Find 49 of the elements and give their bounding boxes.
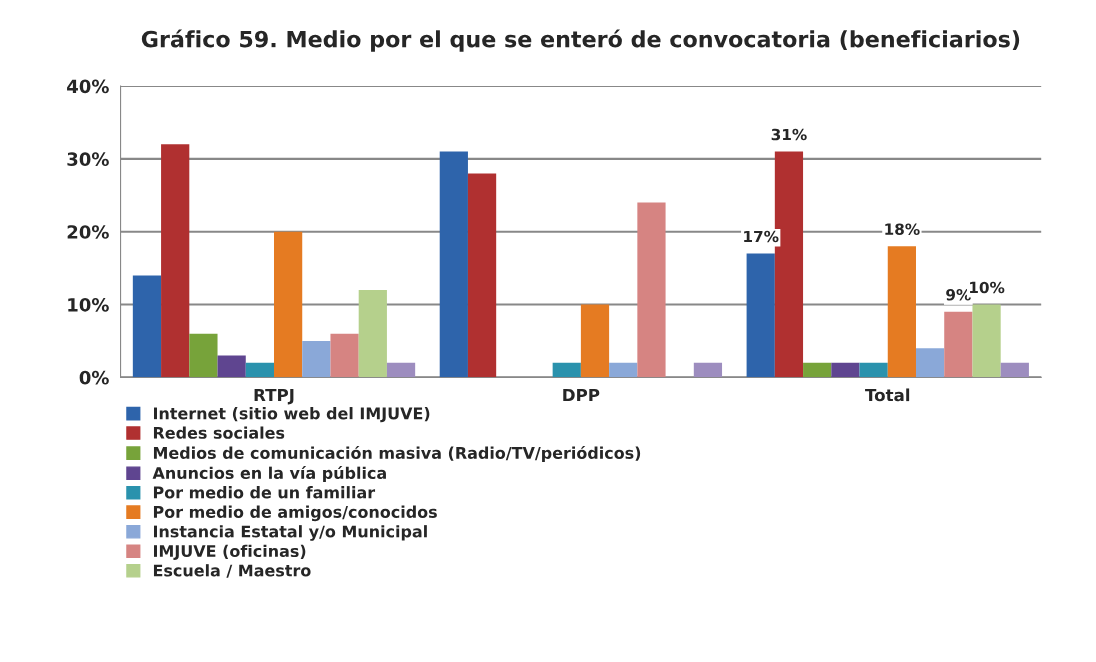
data-label: 9% <box>946 288 971 301</box>
bar <box>580 304 610 378</box>
y-tick-label: 0% <box>79 370 109 385</box>
legend-label: Anuncios en la vía pública <box>152 466 386 483</box>
bar <box>944 311 973 378</box>
bar <box>831 362 860 378</box>
legend-label: Instancia Estatal y/o Municipal <box>153 525 427 541</box>
data-label: 31% <box>771 128 807 141</box>
legend-label: Escuela / Maestro <box>153 564 311 578</box>
x-tick-label: DPP <box>563 388 600 402</box>
y-tick-label: 20% <box>67 225 109 239</box>
y-tick-label: 40% <box>67 79 109 94</box>
bar <box>552 362 581 378</box>
bar <box>609 362 638 378</box>
bar <box>637 202 666 378</box>
bar <box>189 333 218 378</box>
y-tick-label: 10% <box>68 297 109 312</box>
legend-label: IMJUVE (oficinas) <box>153 544 306 561</box>
legend-label: Por medio de amigos/conocidos <box>153 505 437 522</box>
bar <box>887 246 916 378</box>
legend-label: Por medio de un familiar <box>153 486 376 499</box>
bar <box>161 144 190 378</box>
x-tick-label: Total <box>865 388 910 402</box>
legend-label: Redes sociales <box>153 426 285 439</box>
bar <box>693 362 723 378</box>
bar <box>330 333 359 378</box>
bar <box>1000 362 1029 378</box>
legend-label: Medios de comunicación masiva (Radio/TV/periódicos) <box>153 445 641 463</box>
data-label: 17% <box>744 230 779 243</box>
bar <box>915 348 945 378</box>
y-tick-label: 30% <box>67 152 109 166</box>
bar <box>302 340 331 378</box>
bar <box>439 151 468 378</box>
bar <box>972 304 1001 378</box>
bar <box>217 355 246 378</box>
data-label: 18% <box>885 223 920 235</box>
chart-title: Gráfico 59. Medio por el que se enteró de convocatoria (beneficiarios) <box>141 29 1020 52</box>
bar <box>746 253 775 378</box>
bar <box>386 362 416 378</box>
bar <box>859 362 888 378</box>
bar <box>274 231 303 378</box>
legend-label: Internet (sitio web del IMJUVE) <box>153 407 430 423</box>
bar <box>358 289 387 378</box>
bar <box>803 362 832 378</box>
x-tick-label: RTPJ <box>254 388 294 405</box>
bar <box>467 173 497 378</box>
data-label: 10% <box>970 281 1005 294</box>
bar <box>245 362 274 378</box>
bar <box>132 275 162 378</box>
